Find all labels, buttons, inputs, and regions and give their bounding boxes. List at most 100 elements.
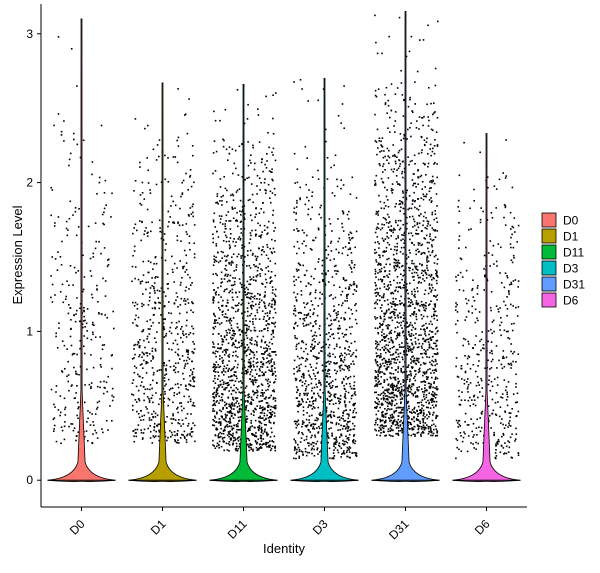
point bbox=[272, 336, 275, 338]
point bbox=[177, 371, 180, 373]
point bbox=[375, 174, 378, 177]
point bbox=[347, 218, 350, 220]
point bbox=[158, 429, 160, 432]
point bbox=[381, 386, 384, 389]
point bbox=[432, 249, 434, 252]
point bbox=[220, 285, 222, 288]
point bbox=[191, 350, 193, 353]
point bbox=[243, 122, 246, 125]
point bbox=[386, 366, 389, 369]
point bbox=[401, 411, 403, 414]
point bbox=[235, 269, 237, 271]
point bbox=[422, 424, 425, 427]
point bbox=[225, 316, 227, 319]
point bbox=[223, 449, 225, 452]
point bbox=[425, 322, 427, 325]
point bbox=[328, 428, 330, 430]
point bbox=[264, 428, 266, 431]
point bbox=[85, 430, 88, 432]
point bbox=[384, 421, 386, 423]
point bbox=[397, 262, 399, 264]
point bbox=[298, 364, 300, 367]
point bbox=[105, 381, 108, 384]
point bbox=[294, 296, 297, 299]
point bbox=[228, 441, 231, 443]
point bbox=[232, 307, 235, 310]
point bbox=[137, 341, 140, 344]
point bbox=[214, 259, 216, 262]
point bbox=[225, 348, 227, 351]
point bbox=[234, 438, 237, 441]
point bbox=[333, 337, 335, 340]
point bbox=[416, 287, 418, 289]
point bbox=[107, 259, 109, 261]
point bbox=[269, 260, 272, 262]
point bbox=[252, 352, 255, 354]
point bbox=[223, 255, 226, 257]
point bbox=[301, 420, 304, 422]
point bbox=[304, 360, 307, 362]
point bbox=[268, 419, 271, 422]
point bbox=[192, 385, 194, 388]
point bbox=[219, 399, 222, 402]
point bbox=[416, 222, 419, 224]
point bbox=[296, 388, 299, 391]
point bbox=[256, 341, 258, 343]
point bbox=[420, 174, 423, 177]
point bbox=[67, 374, 70, 376]
point bbox=[239, 282, 242, 284]
point bbox=[314, 236, 317, 239]
point bbox=[152, 415, 154, 418]
point bbox=[192, 402, 195, 404]
point bbox=[353, 363, 355, 365]
point bbox=[238, 145, 241, 148]
point bbox=[318, 258, 320, 260]
point bbox=[407, 388, 409, 390]
point bbox=[295, 421, 298, 423]
point bbox=[266, 160, 268, 162]
point bbox=[184, 363, 187, 365]
point bbox=[377, 378, 379, 380]
point bbox=[386, 159, 388, 161]
point bbox=[306, 451, 309, 454]
point bbox=[393, 261, 396, 264]
point bbox=[252, 381, 254, 383]
point bbox=[355, 230, 358, 233]
point bbox=[345, 279, 348, 282]
point bbox=[296, 199, 298, 202]
point bbox=[133, 348, 135, 350]
point bbox=[392, 229, 394, 231]
point bbox=[403, 273, 406, 276]
point bbox=[230, 375, 233, 377]
point bbox=[341, 359, 343, 362]
point bbox=[274, 301, 277, 304]
point bbox=[237, 238, 239, 240]
point bbox=[270, 427, 273, 430]
point bbox=[140, 410, 142, 412]
point bbox=[212, 341, 214, 343]
point bbox=[271, 292, 274, 294]
point bbox=[389, 363, 392, 365]
point bbox=[253, 329, 256, 332]
point bbox=[83, 309, 85, 312]
point bbox=[421, 404, 423, 406]
point bbox=[312, 406, 315, 408]
point bbox=[306, 394, 308, 397]
point bbox=[231, 256, 233, 258]
point bbox=[435, 360, 437, 363]
point bbox=[335, 312, 337, 314]
point bbox=[408, 195, 411, 197]
point bbox=[322, 392, 324, 394]
point bbox=[229, 318, 231, 321]
point bbox=[231, 428, 233, 431]
point bbox=[318, 213, 320, 216]
point bbox=[233, 408, 235, 410]
point bbox=[339, 436, 341, 438]
point bbox=[327, 270, 329, 272]
point bbox=[217, 436, 220, 438]
point bbox=[436, 272, 438, 274]
point bbox=[221, 257, 223, 259]
point bbox=[331, 380, 334, 382]
point bbox=[265, 278, 267, 281]
point bbox=[402, 223, 404, 226]
